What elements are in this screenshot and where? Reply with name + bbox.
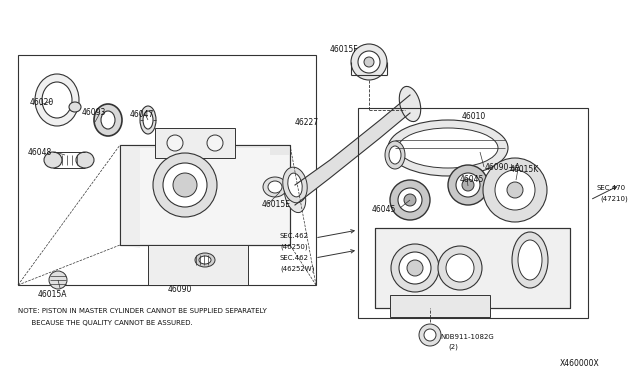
Circle shape xyxy=(207,135,223,151)
Text: N0B911-1082G: N0B911-1082G xyxy=(440,334,493,340)
Text: 46020: 46020 xyxy=(30,98,54,107)
Ellipse shape xyxy=(284,177,306,212)
Text: 46227: 46227 xyxy=(295,118,319,127)
Ellipse shape xyxy=(263,177,287,197)
Circle shape xyxy=(358,51,380,73)
Text: SEC.470: SEC.470 xyxy=(597,185,626,191)
Circle shape xyxy=(483,158,547,222)
Circle shape xyxy=(391,244,439,292)
Circle shape xyxy=(424,329,436,341)
Circle shape xyxy=(163,163,207,207)
Text: (46250): (46250) xyxy=(280,243,308,250)
Circle shape xyxy=(446,254,474,282)
Circle shape xyxy=(407,260,423,276)
Text: SEC.462: SEC.462 xyxy=(280,233,309,239)
Circle shape xyxy=(398,188,422,212)
Bar xyxy=(390,295,490,317)
Ellipse shape xyxy=(283,167,307,203)
Ellipse shape xyxy=(35,74,79,126)
Ellipse shape xyxy=(44,152,62,168)
Circle shape xyxy=(364,57,374,67)
Ellipse shape xyxy=(42,82,72,118)
Bar xyxy=(120,145,290,245)
Bar xyxy=(148,245,248,285)
Text: NOTE: PISTON IN MASTER CYLINDER CANNOT BE SUPPLIED SEPARATELY: NOTE: PISTON IN MASTER CYLINDER CANNOT B… xyxy=(18,308,267,314)
Text: 46093: 46093 xyxy=(82,108,106,117)
Ellipse shape xyxy=(518,240,542,280)
Bar xyxy=(375,228,570,308)
Ellipse shape xyxy=(101,111,115,129)
Text: 46045: 46045 xyxy=(372,205,396,214)
Text: 46015A: 46015A xyxy=(38,290,67,299)
Text: SEC.462: SEC.462 xyxy=(280,255,309,261)
Circle shape xyxy=(448,165,488,205)
Text: 46045: 46045 xyxy=(460,175,484,184)
Text: (46252W): (46252W) xyxy=(280,265,314,272)
Text: 46090+A: 46090+A xyxy=(485,163,521,172)
Ellipse shape xyxy=(512,232,548,288)
Bar xyxy=(358,108,588,318)
Bar xyxy=(120,145,290,245)
Ellipse shape xyxy=(388,120,508,176)
Text: 46015F: 46015F xyxy=(330,45,358,54)
Text: X460000X: X460000X xyxy=(560,359,600,368)
Circle shape xyxy=(495,170,535,210)
Text: 46015E: 46015E xyxy=(262,200,291,209)
Ellipse shape xyxy=(400,298,460,318)
Bar xyxy=(18,55,316,285)
Ellipse shape xyxy=(385,141,405,169)
Text: 46015K: 46015K xyxy=(510,165,540,174)
Text: 46048: 46048 xyxy=(28,148,52,157)
Circle shape xyxy=(153,153,217,217)
Text: (47210): (47210) xyxy=(600,195,628,202)
Ellipse shape xyxy=(76,152,94,168)
Ellipse shape xyxy=(199,256,211,264)
Ellipse shape xyxy=(143,111,153,129)
Ellipse shape xyxy=(288,173,302,197)
Ellipse shape xyxy=(389,146,401,164)
Circle shape xyxy=(404,194,416,206)
Text: 46090: 46090 xyxy=(168,285,193,294)
Ellipse shape xyxy=(398,128,498,168)
Text: BECAUSE THE QUALITY CANNOT BE ASSURED.: BECAUSE THE QUALITY CANNOT BE ASSURED. xyxy=(18,320,193,326)
Polygon shape xyxy=(120,145,140,248)
Ellipse shape xyxy=(94,104,122,136)
Ellipse shape xyxy=(140,106,156,134)
Circle shape xyxy=(173,173,197,197)
Ellipse shape xyxy=(399,86,420,122)
Circle shape xyxy=(456,173,480,197)
Circle shape xyxy=(351,44,387,80)
Ellipse shape xyxy=(69,102,81,112)
Bar xyxy=(155,128,235,158)
Text: 46047: 46047 xyxy=(130,110,154,119)
Ellipse shape xyxy=(268,181,282,193)
Circle shape xyxy=(462,179,474,191)
Circle shape xyxy=(399,252,431,284)
Circle shape xyxy=(167,135,183,151)
Circle shape xyxy=(507,182,523,198)
Polygon shape xyxy=(295,95,410,205)
Ellipse shape xyxy=(195,253,215,267)
Bar xyxy=(375,228,570,308)
Circle shape xyxy=(438,246,482,290)
Circle shape xyxy=(419,324,441,346)
Polygon shape xyxy=(120,145,290,155)
Circle shape xyxy=(49,271,67,289)
Circle shape xyxy=(390,180,430,220)
Text: (2): (2) xyxy=(448,344,458,350)
Text: 46010: 46010 xyxy=(462,112,486,121)
